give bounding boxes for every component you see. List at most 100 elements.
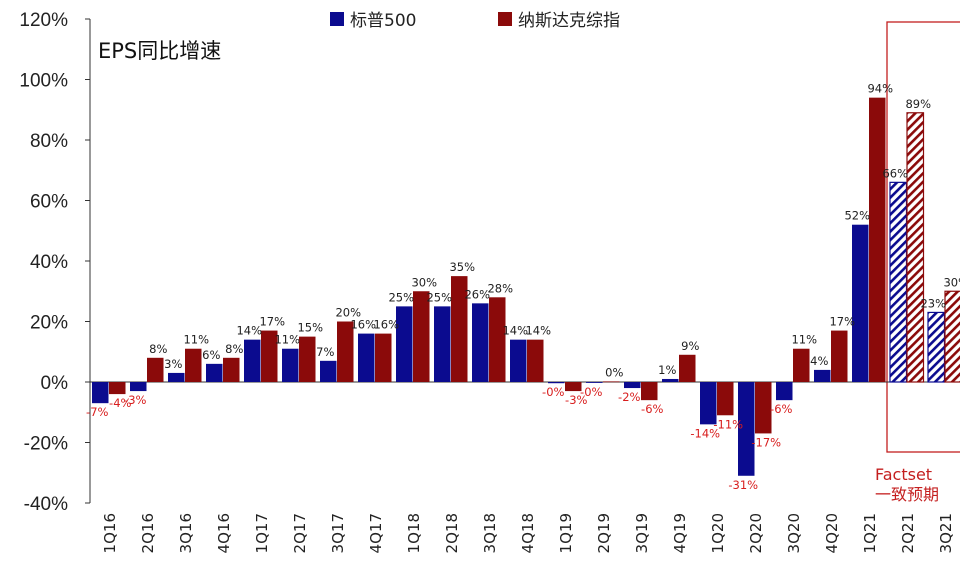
sp500-bar bbox=[244, 339, 261, 382]
x-tick-label: 3Q18 bbox=[481, 513, 499, 553]
x-tick-label: 1Q20 bbox=[709, 513, 727, 553]
x-tick-label: 4Q17 bbox=[367, 513, 385, 553]
nasdaq-bar bbox=[337, 321, 354, 382]
y-tick-label: -40% bbox=[24, 494, 68, 515]
sp500-data-label: -2% bbox=[618, 390, 640, 404]
sp500-data-label: 3% bbox=[164, 357, 182, 371]
sp500-data-label: -0% bbox=[580, 385, 602, 399]
forecast-note: Factset bbox=[875, 465, 932, 484]
x-tick-label: 4Q18 bbox=[519, 513, 537, 553]
nasdaq-data-label: 8% bbox=[225, 342, 243, 356]
sp500-data-label: -14% bbox=[690, 426, 720, 440]
sp500-bar bbox=[434, 306, 451, 382]
sp500-data-label: 25% bbox=[426, 290, 452, 304]
nasdaq-bar bbox=[261, 330, 278, 382]
nasdaq-bar bbox=[944, 290, 960, 383]
nasdaq-data-label: 17% bbox=[259, 315, 285, 329]
forecast-note: 一致预期 bbox=[875, 485, 939, 504]
sp500-bar bbox=[852, 224, 869, 382]
x-tick-label: 2Q21 bbox=[899, 513, 917, 553]
sp500-data-label: 26% bbox=[464, 287, 490, 301]
y-tick-label: 40% bbox=[30, 252, 68, 273]
sp500-bar bbox=[206, 363, 223, 382]
sp500-bar bbox=[889, 181, 908, 383]
y-tick-label: 120% bbox=[19, 10, 68, 31]
sp500-bar bbox=[662, 378, 679, 382]
nasdaq-data-label: 89% bbox=[905, 97, 931, 111]
nasdaq-data-label: -4% bbox=[109, 396, 131, 410]
sp500-bar bbox=[586, 382, 603, 383]
nasdaq-data-label: 8% bbox=[149, 342, 167, 356]
nasdaq-bar bbox=[565, 382, 582, 392]
y-tick-label: 60% bbox=[30, 192, 68, 213]
x-tick-label: 1Q17 bbox=[253, 513, 271, 553]
sp500-data-label: -7% bbox=[86, 405, 108, 419]
x-tick-label: 3Q16 bbox=[177, 513, 195, 553]
nasdaq-bar bbox=[489, 297, 506, 382]
sp500-data-label: 11% bbox=[274, 333, 300, 347]
nasdaq-bar bbox=[147, 357, 164, 382]
legend-label-nasdaq: 纳斯达克综指 bbox=[518, 11, 620, 31]
nasdaq-data-label: -3% bbox=[565, 393, 587, 407]
nasdaq-bar bbox=[223, 357, 240, 382]
nasdaq-data-label: 9% bbox=[681, 339, 699, 353]
x-tick-label: 4Q16 bbox=[215, 513, 233, 553]
sp500-data-label: 14% bbox=[502, 324, 528, 338]
nasdaq-data-label: 14% bbox=[525, 324, 551, 338]
legend-swatch-sp500 bbox=[330, 12, 344, 26]
nasdaq-bar bbox=[527, 339, 544, 382]
sp500-data-label: 25% bbox=[388, 290, 414, 304]
sp500-bar bbox=[624, 382, 641, 389]
sp500-data-label: 1% bbox=[658, 363, 676, 377]
nasdaq-data-label: 30% bbox=[411, 275, 437, 289]
nasdaq-data-label: 20% bbox=[335, 306, 361, 320]
sp500-data-label: 6% bbox=[202, 348, 220, 362]
nasdaq-data-label: 16% bbox=[373, 318, 399, 332]
nasdaq-data-label: -6% bbox=[641, 402, 663, 416]
sp500-bar bbox=[510, 339, 527, 382]
legend-swatch-nasdaq bbox=[498, 12, 512, 26]
sp500-bar bbox=[320, 360, 337, 382]
sp500-data-label: -6% bbox=[770, 402, 792, 416]
data-labels: -7%-3%3%6%14%11%7%16%25% 25% 26%14%-0% -0% -… bbox=[86, 82, 960, 492]
sp500-bar bbox=[814, 369, 831, 382]
sp500-data-label: -31% bbox=[728, 478, 758, 492]
sp500-data-label: 7% bbox=[316, 345, 334, 359]
nasdaq-data-label: 0% bbox=[605, 365, 623, 379]
sp500-bar bbox=[130, 382, 147, 392]
x-tick-label: 3Q17 bbox=[329, 513, 347, 553]
sp500-bar bbox=[472, 303, 489, 382]
axes: -40% -20% 0% 20% 40% 60% 80% 100% 120% 1Q16 2Q16 3Q… bbox=[19, 10, 955, 553]
y-tick-label: -20% bbox=[24, 434, 68, 455]
sp500-data-label: 23% bbox=[920, 296, 946, 310]
sp500-bar bbox=[927, 311, 946, 383]
sp500-data-label: 14% bbox=[236, 324, 262, 338]
bars bbox=[92, 97, 960, 476]
sp500-bar bbox=[92, 382, 109, 404]
x-tick-label: 2Q17 bbox=[291, 513, 309, 553]
sp500-data-label: -0% bbox=[542, 385, 564, 399]
sp500-data-label: 66% bbox=[882, 166, 908, 180]
sp500-data-label: 4% bbox=[810, 354, 828, 368]
x-tick-label: 2Q18 bbox=[443, 513, 461, 553]
nasdaq-bar bbox=[451, 276, 468, 382]
y-tick-label: 100% bbox=[19, 71, 68, 92]
nasdaq-data-label: 30% bbox=[943, 275, 960, 289]
nasdaq-bar bbox=[755, 382, 772, 434]
nasdaq-data-label: 11% bbox=[791, 333, 817, 347]
nasdaq-bar bbox=[717, 382, 734, 416]
legend: 标普500 纳斯达克综指 bbox=[330, 11, 620, 31]
nasdaq-data-label: 94% bbox=[867, 82, 893, 96]
sp500-data-label: 16% bbox=[350, 318, 376, 332]
nasdaq-bar bbox=[793, 348, 810, 382]
sp500-bar bbox=[738, 382, 755, 476]
sp500-data-label: -3% bbox=[124, 393, 146, 407]
sp500-bar bbox=[700, 382, 717, 425]
chart-title: EPS同比增速 bbox=[98, 39, 221, 63]
nasdaq-bar bbox=[109, 382, 126, 395]
nasdaq-bar bbox=[906, 112, 925, 383]
nasdaq-data-label: 15% bbox=[297, 321, 323, 335]
sp500-bar bbox=[168, 372, 185, 382]
